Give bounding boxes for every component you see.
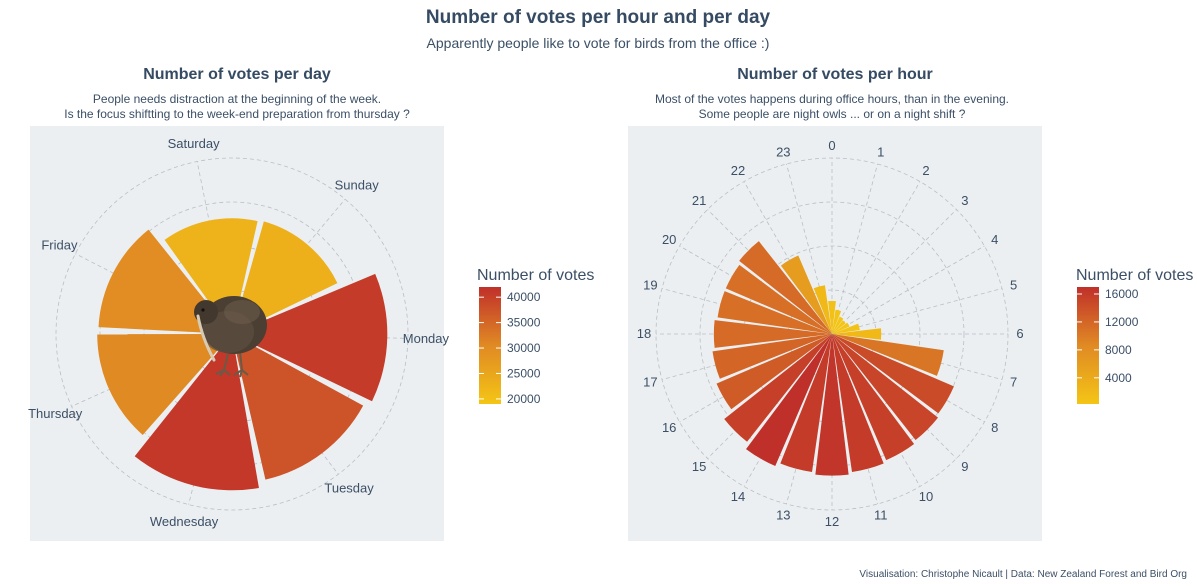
hour-axis-label-23: 23 (776, 144, 790, 159)
hour-axis-label-3: 3 (961, 193, 968, 208)
hour-axis-label-6: 6 (1016, 326, 1023, 341)
main-subtitle: Apparently people like to vote for birds… (427, 35, 770, 51)
day-chart-subtitle-line-1: People needs distraction at the beginnin… (93, 92, 381, 106)
day-legend-title: Number of votes (477, 267, 594, 284)
hour-bar-22 (780, 255, 832, 334)
hour-grid-spoke (831, 288, 1003, 335)
hour-bar-4 (832, 322, 850, 334)
hour-chart-subtitle-line-1: Most of the votes happens during office … (655, 92, 1009, 106)
hour-bar-2 (832, 316, 844, 334)
day-legend-tick-label: 30000 (507, 341, 541, 355)
hour-axis-label-22: 22 (731, 163, 745, 178)
hour-bar-16 (716, 334, 832, 410)
hour-axis-label-20: 20 (662, 232, 676, 247)
hour-chart-bars (712, 241, 954, 476)
day-legend-tick-label: 25000 (507, 366, 541, 380)
hour-axis-label-2: 2 (922, 163, 929, 178)
hour-bar-18 (713, 320, 832, 348)
hour-grid-spoke (831, 163, 878, 335)
caption: Visualisation: Christophe Nicault | Data… (859, 569, 1187, 580)
hour-bar-21 (739, 241, 832, 334)
hour-axis-label-19: 19 (643, 277, 657, 292)
hour-axis-label-5: 5 (1010, 277, 1017, 292)
hour-chart: Number of votes per hour Most of the vot… (628, 66, 1193, 541)
hour-legend-tick-label: 4000 (1105, 371, 1132, 385)
day-chart-axis-labels: Sunday Monday Tuesday Wednesday Thursday Frid… (28, 136, 449, 529)
day-chart: Number of votes per day People needs dis… (28, 66, 594, 541)
day-axis-label-tuesday: Tuesday (324, 481, 374, 496)
hour-bar-23 (813, 285, 832, 334)
day-legend-ticks: 40000 35000 30000 25000 20000 (479, 290, 541, 406)
hour-bar-20 (725, 264, 832, 334)
day-legend-colorbar (479, 287, 501, 404)
hour-bar-8 (832, 334, 954, 414)
day-axis-label-wednesday: Wednesday (150, 514, 219, 529)
hour-axis-label-11: 11 (874, 508, 888, 523)
hour-legend-tick-label: 12000 (1105, 315, 1139, 329)
hour-axis-label-15: 15 (692, 459, 706, 474)
day-grid-ring (55, 157, 409, 511)
hour-axis-label-14: 14 (731, 489, 745, 504)
hour-grid-ring (699, 201, 965, 467)
day-axis-label-thursday: Thursday (28, 406, 83, 421)
hour-axis-label-10: 10 (919, 489, 933, 504)
day-legend-tick-label: 20000 (507, 392, 541, 406)
hour-axis-label-9: 9 (961, 459, 968, 474)
day-legend-tick-label: 40000 (507, 290, 541, 304)
day-legend-tick-label: 35000 (507, 316, 541, 330)
main-title: Number of votes per hour and per day (426, 7, 771, 28)
hour-bar-13 (780, 334, 832, 472)
hour-bar-11 (832, 334, 884, 472)
hour-grid-spoke (831, 181, 921, 335)
hour-bar-19 (717, 291, 832, 334)
hour-grid-spoke (831, 245, 985, 335)
day-chart-title: Number of votes per day (143, 66, 331, 83)
hour-axis-label-18: 18 (637, 326, 651, 341)
hour-bar-15 (724, 334, 832, 442)
hour-bar-10 (832, 334, 915, 461)
hour-legend-title: Number of votes (1076, 267, 1193, 284)
hour-bar-9 (832, 334, 939, 441)
kiwi-bird-illustration (194, 296, 267, 378)
hour-axis-label-4: 4 (991, 232, 998, 247)
hour-bar-12 (815, 334, 849, 476)
day-chart-subtitle-line-2: Is the focus shiftting to the week-end p… (64, 107, 410, 121)
hour-axis-label-21: 21 (692, 193, 706, 208)
hour-axis-label-16: 16 (662, 420, 676, 435)
hour-bar-6 (832, 328, 882, 340)
hour-axis-label-0: 0 (828, 138, 835, 153)
day-bar-thursday (97, 334, 233, 435)
hour-chart-subtitle-line-2: Some people are night owls ... or on a n… (699, 107, 966, 121)
hour-bar-17 (712, 334, 832, 379)
hour-axis-label-8: 8 (991, 420, 998, 435)
hour-bar-5 (832, 323, 860, 334)
hour-bar-14 (746, 334, 832, 467)
hour-legend-tick-label: 16000 (1105, 287, 1139, 301)
day-bar-monday (232, 273, 388, 402)
day-axis-label-friday: Friday (41, 238, 78, 253)
hour-axis-label-12: 12 (825, 514, 839, 529)
hour-legend-colorbar (1077, 287, 1099, 404)
hour-axis-label-1: 1 (877, 144, 884, 159)
hour-axis-label-17: 17 (643, 375, 657, 390)
hour-legend-ticks: 16000 12000 8000 4000 (1077, 287, 1139, 385)
day-bar-tuesday (232, 334, 364, 480)
day-axis-label-sunday: Sunday (335, 177, 380, 192)
hour-bar-7 (832, 334, 944, 376)
day-axis-label-monday: Monday (403, 331, 450, 346)
hour-chart-title: Number of votes per hour (737, 66, 933, 83)
hour-axis-label-7: 7 (1010, 375, 1017, 390)
hour-bar-3 (832, 320, 846, 334)
hour-grid-spoke (831, 209, 957, 335)
hour-legend-tick-label: 8000 (1105, 343, 1132, 357)
hour-bar-0 (828, 300, 836, 334)
hour-axis-label-13: 13 (776, 508, 790, 523)
hour-bar-1 (832, 309, 842, 334)
day-axis-label-saturday: Saturday (168, 136, 221, 151)
